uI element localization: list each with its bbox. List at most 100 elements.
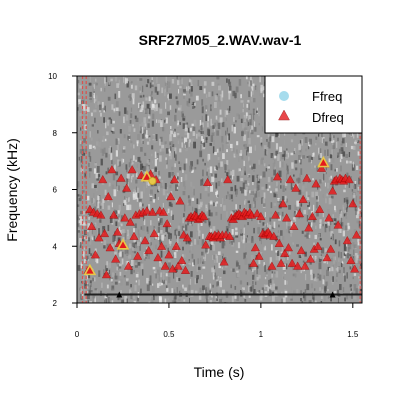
noise-speck: [143, 166, 146, 172]
noise-speck: [100, 87, 102, 92]
noise-speck: [228, 133, 230, 141]
noise-speck: [149, 136, 151, 142]
noise-speck: [344, 198, 348, 203]
noise-speck: [213, 202, 215, 207]
noise-speck: [234, 185, 237, 192]
noise-speck: [356, 165, 359, 170]
noise-speck: [77, 265, 81, 271]
noise-speck: [205, 292, 208, 299]
dfreq-point: [346, 255, 356, 264]
noise-speck: [194, 238, 196, 245]
noise-speck: [170, 130, 174, 135]
noise-speck: [121, 77, 123, 82]
noise-speck: [130, 260, 134, 266]
noise-speck: [94, 222, 97, 227]
noise-speck: [241, 187, 244, 194]
noise-speck: [80, 242, 82, 248]
noise-speck: [146, 166, 150, 172]
noise-speck: [193, 119, 197, 127]
noise-speck: [328, 197, 332, 205]
noise-speck: [194, 207, 198, 213]
noise-speck: [140, 147, 143, 152]
dfreq-point: [164, 250, 174, 259]
noise-speck: [315, 278, 318, 282]
noise-speck: [135, 179, 138, 184]
noise-speck: [118, 111, 121, 116]
noise-speck: [297, 177, 301, 184]
noise-speck: [173, 129, 176, 136]
noise-speck: [258, 159, 260, 165]
noise-speck: [221, 241, 225, 249]
noise-speck: [310, 274, 313, 281]
noise-speck: [342, 137, 345, 144]
noise-speck: [222, 256, 224, 259]
noise-speck: [203, 135, 205, 138]
noise-speck: [248, 295, 251, 298]
noise-speck: [178, 161, 180, 164]
noise-speck: [167, 148, 170, 152]
noise-speck: [200, 125, 203, 131]
noise-speck: [236, 270, 239, 273]
noise-speck: [91, 183, 95, 189]
noise-speck: [219, 298, 222, 303]
noise-speck: [97, 295, 100, 302]
noise-speck: [80, 167, 84, 173]
noise-speck: [278, 170, 282, 177]
noise-speck: [209, 290, 211, 296]
noise-speck: [94, 146, 96, 150]
noise-speck: [118, 280, 121, 283]
noise-speck: [243, 134, 246, 141]
noise-speck: [271, 294, 275, 302]
noise-speck: [131, 292, 133, 299]
noise-speck: [211, 123, 213, 126]
noise-speck: [235, 250, 239, 253]
noise-speck: [263, 223, 266, 227]
noise-speck: [269, 278, 272, 284]
noise-speck: [253, 166, 255, 172]
noise-speck: [304, 137, 308, 143]
noise-speck: [191, 224, 193, 227]
noise-speck: [307, 146, 310, 150]
noise-speck: [324, 193, 327, 200]
noise-speck: [301, 256, 304, 259]
noise-speck: [228, 194, 232, 200]
noise-speck: [172, 200, 174, 207]
noise-speck: [177, 284, 181, 291]
noise-speck: [173, 289, 176, 297]
noise-speck: [216, 166, 218, 171]
noise-speck: [81, 190, 85, 193]
noise-speck: [306, 215, 309, 222]
noise-speck: [232, 268, 235, 272]
noise-speck: [135, 244, 138, 249]
noise-speck: [352, 276, 354, 280]
noise-speck: [183, 213, 185, 217]
noise-speck: [273, 221, 276, 228]
noise-speck: [349, 254, 352, 257]
noise-speck: [103, 245, 106, 249]
noise-speck: [183, 163, 186, 171]
noise-speck: [238, 79, 242, 86]
noise-speck: [318, 233, 321, 240]
noise-speck: [130, 113, 133, 119]
noise-speck: [164, 231, 167, 235]
noise-speck: [235, 86, 239, 93]
noise-speck: [322, 211, 324, 218]
noise-speck: [189, 242, 193, 247]
noise-speck: [135, 259, 138, 263]
noise-speck: [294, 160, 298, 164]
noise-speck: [253, 265, 256, 271]
noise-speck: [127, 136, 129, 141]
noise-speck: [112, 139, 115, 142]
noise-speck: [165, 102, 167, 109]
noise-speck: [233, 117, 235, 122]
noise-speck: [141, 104, 144, 111]
noise-speck: [247, 120, 249, 126]
noise-speck: [111, 285, 115, 291]
noise-speck: [282, 297, 286, 303]
noise-speck: [233, 127, 236, 134]
noise-speck: [99, 219, 102, 223]
noise-speck: [290, 230, 292, 237]
noise-speck: [214, 275, 218, 280]
noise-speck: [332, 234, 334, 241]
noise-speck: [210, 243, 212, 251]
